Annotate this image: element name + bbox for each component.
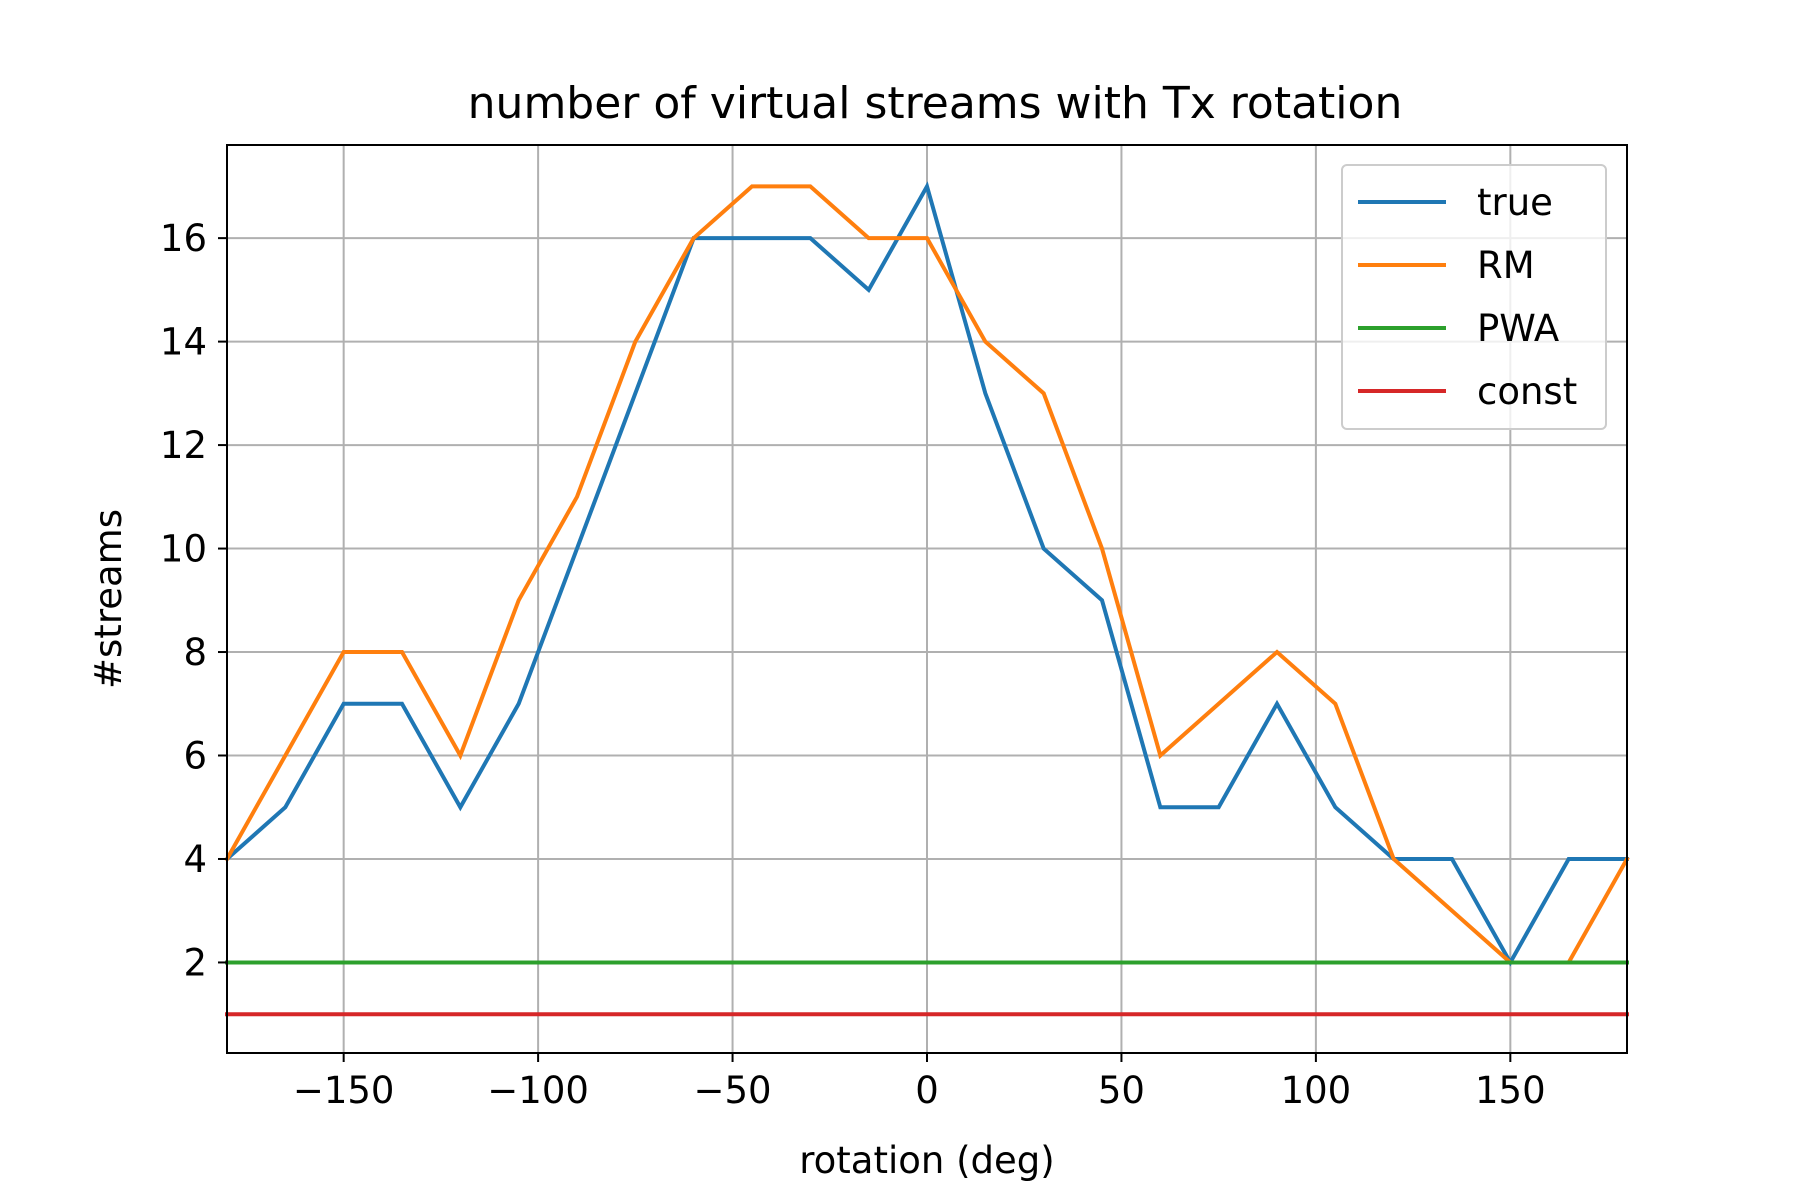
legend-label-const: const [1477, 370, 1577, 413]
legend-label-rm: RM [1477, 244, 1535, 287]
x-tick-label: 100 [1281, 1069, 1352, 1112]
y-tick-label: 2 [183, 941, 207, 984]
series-line-rm [224, 184, 1630, 965]
x-tick-label: 50 [1098, 1069, 1145, 1112]
y-tick-label: 14 [160, 321, 207, 364]
y-axis-title: #streams [87, 509, 130, 689]
y-tick-label: 10 [160, 528, 207, 571]
x-tick-label: 0 [915, 1069, 939, 1112]
legend-label-true: true [1477, 181, 1553, 224]
x-tick-label: 150 [1475, 1069, 1546, 1112]
y-tick-label: 6 [183, 735, 207, 778]
legend-label-pwa: PWA [1477, 307, 1559, 350]
x-tick-label: −100 [487, 1069, 589, 1112]
legend-box [1341, 164, 1607, 430]
y-tick-label: 12 [160, 424, 207, 467]
y-tick-label: 4 [183, 838, 207, 881]
chart-title: number of virtual streams with Tx rotati… [468, 78, 1403, 129]
axis-ticks: −150 −100 −50 0 50 100 150 2 4 6 8 10 12 14 16 [160, 217, 1546, 1112]
y-tick-label: 16 [160, 217, 207, 260]
y-tick-label: 8 [183, 631, 207, 674]
x-axis-title: rotation (deg) [799, 1139, 1054, 1182]
legend: true RM PWA const [1341, 164, 1607, 430]
series-lines [224, 181, 1630, 1017]
x-tick-label: −50 [694, 1069, 772, 1112]
x-tick-label: −150 [293, 1069, 395, 1112]
